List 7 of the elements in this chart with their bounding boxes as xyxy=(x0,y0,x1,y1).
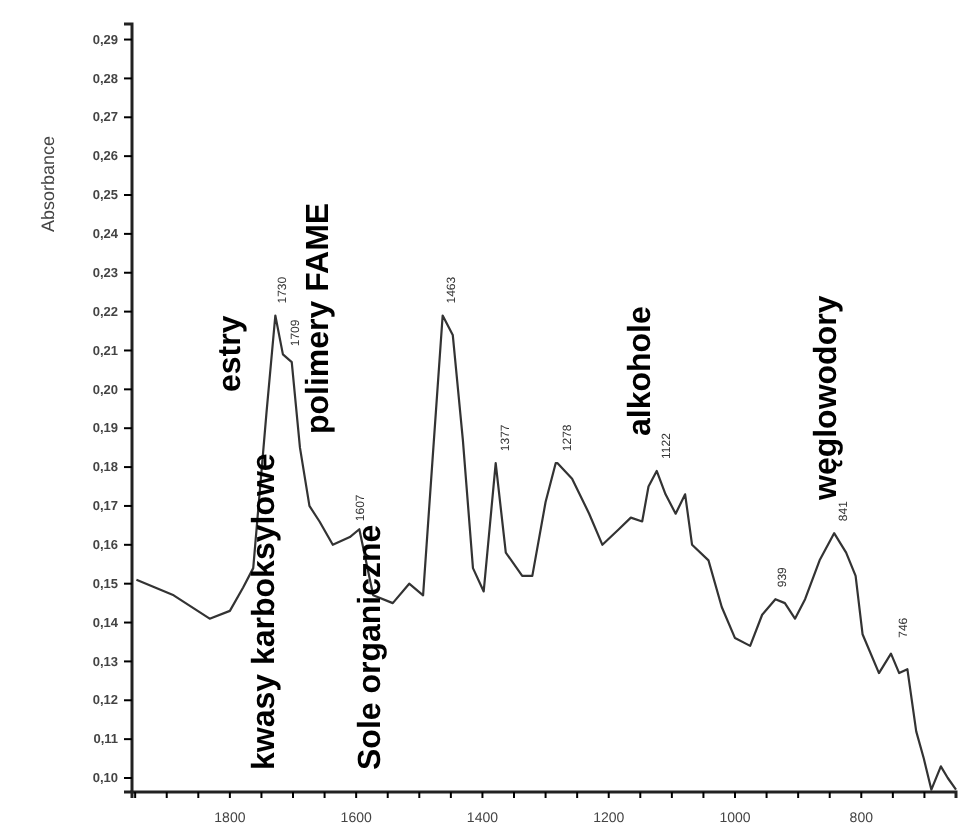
annotation: estry xyxy=(214,315,248,392)
annotation: polimery FAME xyxy=(302,202,336,434)
annotation: węglowodory xyxy=(810,295,844,502)
annotation: Sole organiczne xyxy=(354,524,388,770)
y-axis-title: Absorbance xyxy=(38,135,58,233)
annotation: kwasy karboksylowe xyxy=(248,453,282,770)
annotation: alkohole xyxy=(624,305,658,436)
